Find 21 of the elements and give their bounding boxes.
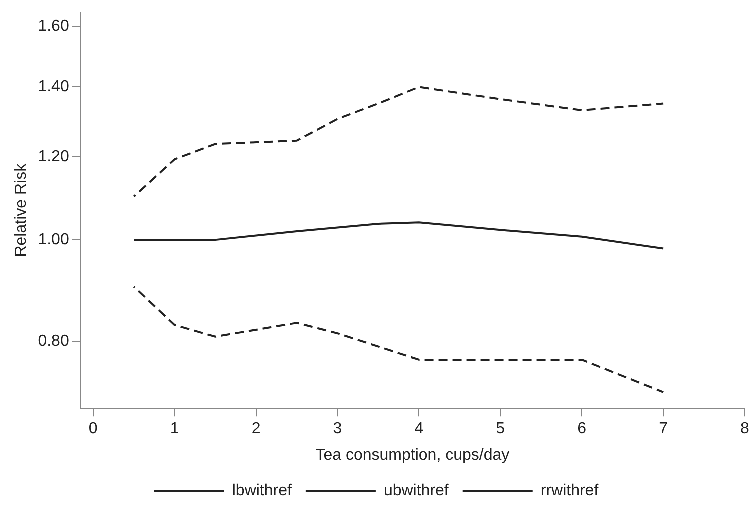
x-tick-label: 0 [88, 420, 98, 438]
x-tick-label: 4 [414, 420, 424, 438]
x-tick-label: 3 [333, 420, 342, 438]
x-tick-label: 8 [740, 420, 750, 438]
y-tick-label: 1.60 [38, 18, 70, 35]
legend-label: lbwithref [232, 482, 292, 500]
legend-label: rrwithref [540, 482, 600, 500]
y-tick-label: 1.00 [38, 231, 70, 248]
x-tick-label: 1 [170, 420, 180, 438]
y-tick-label: 1.20 [38, 148, 70, 166]
legend-label: ubwithref [384, 482, 450, 500]
x-tick-label: 7 [659, 420, 668, 438]
line-series [133, 86, 665, 198]
x-tick-label: 6 [578, 420, 587, 438]
x-axis-title: Tea consumption, cups/day [316, 446, 510, 464]
y-tick-label: 0.80 [38, 332, 70, 350]
x-tick-label: 2 [252, 420, 261, 438]
y-tick-label: 1.40 [38, 78, 70, 96]
x-tick-label: 5 [496, 420, 506, 438]
line-series [133, 286, 665, 394]
y-axis-title: Relative Risk [13, 162, 30, 258]
